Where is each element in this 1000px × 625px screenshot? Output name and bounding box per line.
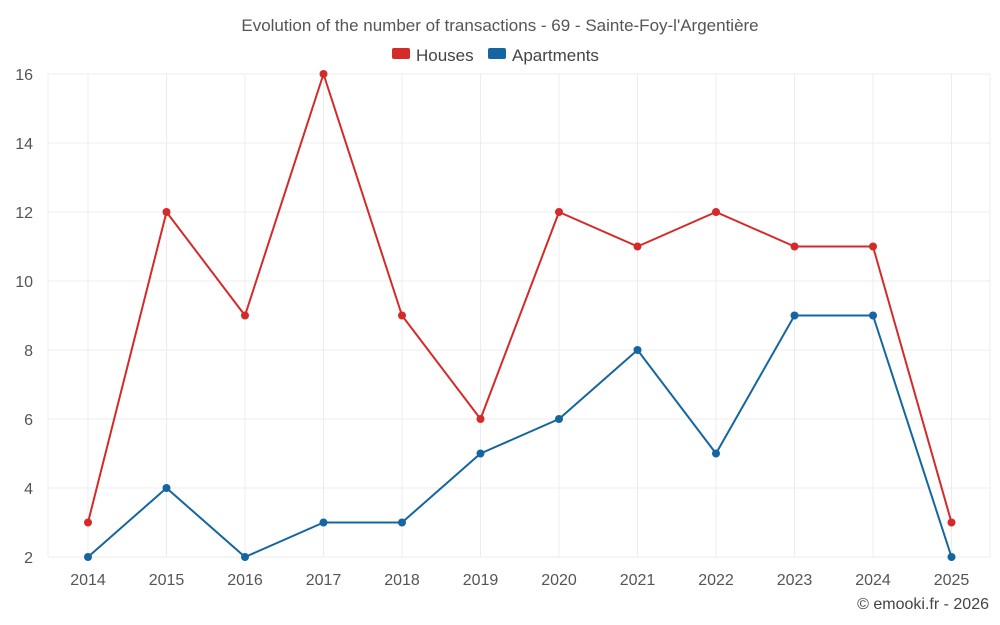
legend-item-apartments[interactable]: Apartments <box>488 46 599 65</box>
series-line-houses <box>87 73 953 523</box>
data-point-apartments-2015 <box>162 484 171 492</box>
credit-text: © emooki.fr - 2026 <box>857 596 989 613</box>
data-point-houses-2015 <box>162 208 171 216</box>
y-tick-label: 14 <box>15 136 33 153</box>
legend: Houses Apartments <box>392 46 599 65</box>
x-tick-label: 2020 <box>541 572 577 589</box>
x-tick-label: 2021 <box>620 572 656 589</box>
data-point-apartments-2019 <box>476 449 485 458</box>
x-tick-label: 2016 <box>227 572 263 589</box>
data-point-apartments-2025 <box>947 553 956 561</box>
data-point-apartments-2023 <box>790 311 799 320</box>
data-point-apartments-2024 <box>869 311 877 320</box>
x-tick-label: 2025 <box>934 572 970 589</box>
data-point-houses-2020 <box>555 208 563 216</box>
data-point-houses-2016 <box>241 311 249 320</box>
data-point-apartments-2017 <box>319 518 328 527</box>
x-tick-label: 2023 <box>777 572 813 589</box>
data-point-houses-2025 <box>947 518 956 527</box>
legend-swatch-apartments <box>488 48 506 59</box>
legend-label-apartments: Apartments <box>512 46 599 65</box>
x-tick-label: 2019 <box>463 572 499 589</box>
y-tick-label: 8 <box>24 343 33 360</box>
x-tick-label: 2017 <box>306 572 342 589</box>
data-point-apartments-2021 <box>633 346 642 354</box>
data-point-houses-2017 <box>319 70 328 78</box>
legend-swatch-houses <box>392 48 410 59</box>
y-tick-label: 12 <box>15 205 33 222</box>
series <box>84 70 956 561</box>
x-tick-label: 2014 <box>70 572 106 589</box>
chart-title: Evolution of the number of transactions … <box>241 16 758 35</box>
data-point-apartments-2022 <box>712 449 720 458</box>
axes: 2 4 6 8 10 12 14 16 2014 2015 2016 2017 2018 2019 2020… <box>15 67 969 589</box>
data-point-apartments-2020 <box>555 415 563 423</box>
data-point-apartments-2014 <box>84 553 92 561</box>
data-point-houses-2023 <box>790 242 799 251</box>
data-point-houses-2022 <box>712 208 720 216</box>
y-tick-label: 16 <box>15 67 33 84</box>
data-point-houses-2019 <box>476 415 485 423</box>
x-tick-label: 2015 <box>149 572 185 589</box>
x-tick-label: 2024 <box>855 572 891 589</box>
y-tick-label: 10 <box>15 274 33 291</box>
y-tick-label: 4 <box>24 481 33 498</box>
data-point-houses-2014 <box>84 518 92 527</box>
legend-label-houses: Houses <box>416 46 474 65</box>
y-tick-label: 6 <box>24 412 33 429</box>
data-point-houses-2024 <box>869 242 877 251</box>
legend-item-houses[interactable]: Houses <box>392 46 474 65</box>
series-line-apartments <box>87 314 953 558</box>
data-point-apartments-2016 <box>241 553 249 561</box>
y-tick-label: 2 <box>24 550 33 567</box>
data-point-houses-2021 <box>633 242 642 251</box>
x-tick-label: 2018 <box>384 572 420 589</box>
x-tick-label: 2022 <box>698 572 734 589</box>
data-point-apartments-2018 <box>398 518 406 527</box>
data-point-houses-2018 <box>398 311 406 320</box>
